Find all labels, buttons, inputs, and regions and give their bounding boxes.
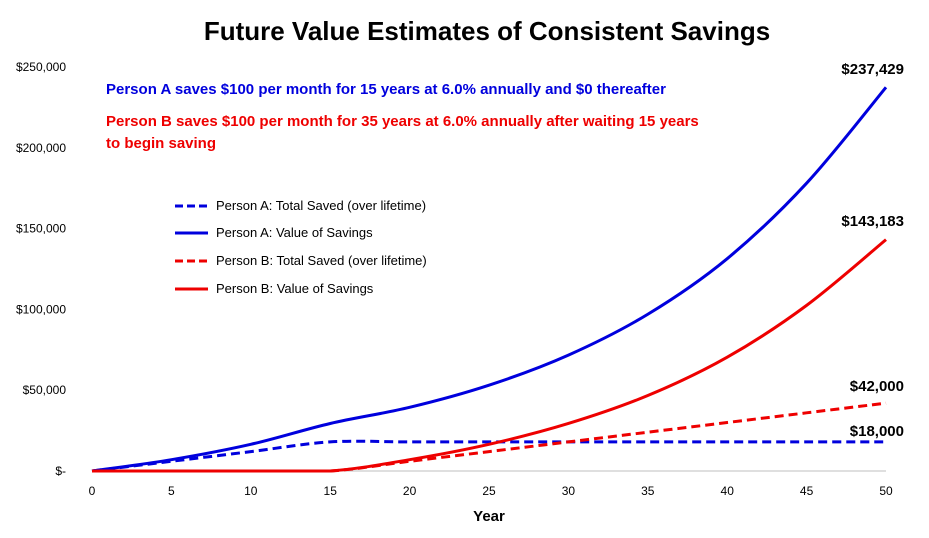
y-tick-label: $250,000 — [16, 60, 66, 74]
x-tick-label: 5 — [168, 484, 175, 498]
y-tick-label: $150,000 — [16, 222, 66, 236]
annotation-person-b-line2: to begin saving — [106, 135, 216, 152]
y-axis-ticks: $- $50,000 $100,000 $150,000 $200,000 $250,00… — [16, 60, 66, 478]
legend-label-a-saved: Person A: Total Saved (over lifetime) — [216, 198, 426, 213]
chart-title: Future Value Estimates of Consistent Sav… — [204, 16, 770, 46]
x-tick-label: 30 — [562, 484, 576, 498]
x-axis-label: Year — [473, 508, 505, 525]
x-tick-label: 50 — [879, 484, 893, 498]
end-label-person-a-saved: $18,000 — [850, 423, 904, 440]
x-tick-label: 25 — [482, 484, 496, 498]
series-person-a-total-saved — [91, 439, 886, 473]
y-tick-label: $50,000 — [23, 383, 67, 397]
x-tick-label: 35 — [641, 484, 655, 498]
x-tick-label: 15 — [324, 484, 338, 498]
legend-label-b-saved: Person B: Total Saved (over lifetime) — [216, 253, 427, 268]
legend-label-a-value: Person A: Value of Savings — [216, 225, 373, 240]
annotation-person-b-line1: Person B saves $100 per month for 35 yea… — [106, 113, 699, 130]
end-label-person-b-saved: $42,000 — [850, 378, 904, 395]
y-tick-label: $200,000 — [16, 141, 66, 155]
x-tick-label: 45 — [800, 484, 814, 498]
annotation-person-a: Person A saves $100 per month for 15 yea… — [106, 81, 666, 98]
series-person-b-value — [92, 238, 887, 473]
series-person-a-value — [91, 86, 888, 473]
x-tick-label: 20 — [403, 484, 417, 498]
series-person-b-total-saved — [92, 401, 887, 473]
series-group — [91, 86, 888, 473]
x-tick-label: 40 — [721, 484, 735, 498]
y-tick-label: $- — [55, 464, 66, 478]
x-tick-label: 10 — [244, 484, 258, 498]
x-tick-label: 0 — [89, 484, 96, 498]
end-label-person-b-value: $143,183 — [841, 213, 904, 230]
legend-label-b-value: Person B: Value of Savings — [216, 281, 374, 296]
legend: Person A: Total Saved (over lifetime) Pe… — [175, 198, 427, 296]
end-label-person-a-value: $237,429 — [841, 61, 904, 78]
y-tick-label: $100,000 — [16, 302, 66, 316]
x-axis-ticks: 0 5 10 15 20 25 30 35 40 45 50 — [89, 484, 893, 498]
